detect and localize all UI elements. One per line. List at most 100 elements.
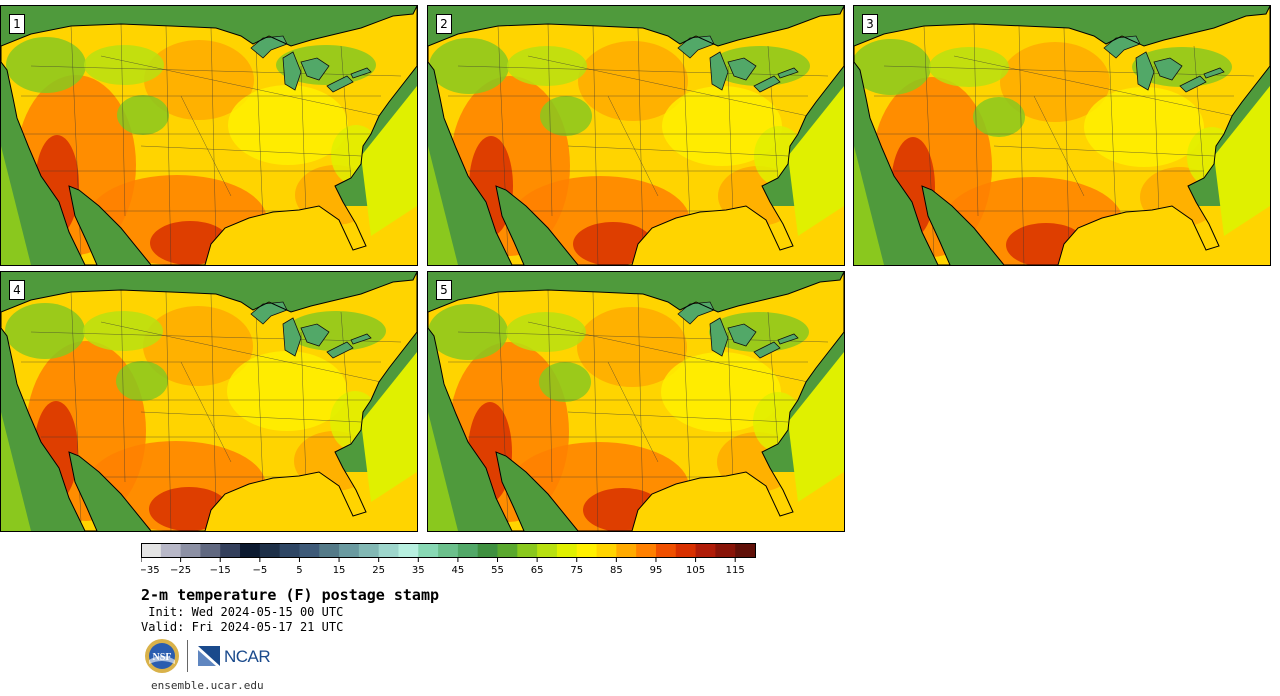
state-boundary bbox=[120, 289, 126, 483]
temperature-zone bbox=[116, 361, 168, 401]
colorbar-border bbox=[141, 543, 756, 558]
state-boundary bbox=[527, 321, 809, 383]
temperature-zone bbox=[428, 304, 508, 360]
coastline bbox=[1, 6, 417, 265]
temperature-zone bbox=[117, 95, 169, 135]
colorbar-swatch bbox=[160, 543, 182, 557]
state-boundary bbox=[210, 27, 217, 247]
temperature-zone bbox=[227, 351, 347, 431]
state-boundary bbox=[210, 293, 217, 513]
state-boundary bbox=[767, 45, 779, 182]
colorbar-tick-label: 15 bbox=[333, 565, 346, 576]
ensemble-member-panel-4[interactable]: 4 bbox=[0, 271, 418, 532]
colorbar-tick-label: 25 bbox=[372, 565, 385, 576]
temperature-zone bbox=[35, 135, 79, 235]
state-boundary bbox=[682, 311, 691, 488]
colorbar-swatch bbox=[616, 543, 637, 557]
ensemble-member-panel-2[interactable]: 2 bbox=[427, 5, 845, 266]
nsf-logo: NSF bbox=[145, 639, 179, 673]
temperature-map-5 bbox=[428, 272, 844, 531]
ncar-logo-text: NCAR bbox=[224, 647, 271, 666]
colorbar-swatch bbox=[358, 543, 380, 557]
plot-title: 2-m temperature (F) postage stamp bbox=[141, 586, 440, 604]
colorbar-swatch bbox=[596, 543, 617, 557]
colorbar-tick-label: 105 bbox=[686, 565, 705, 576]
colorbar-swatch bbox=[556, 543, 578, 557]
state-boundary bbox=[637, 27, 644, 247]
valid-time: Valid: Fri 2024-05-17 21 UTC bbox=[141, 620, 344, 634]
colorbar-swatch bbox=[180, 543, 201, 557]
state-boundary bbox=[30, 65, 402, 77]
member-label-1: 1 bbox=[9, 14, 25, 34]
state-boundary bbox=[300, 331, 307, 483]
state-boundary bbox=[993, 145, 1215, 157]
init-time: Init: Wed 2024-05-15 00 UTC bbox=[141, 605, 344, 619]
state-boundary bbox=[727, 331, 734, 483]
colorbar-swatch bbox=[240, 543, 261, 557]
colorbar-swatch bbox=[398, 543, 419, 557]
temperature-zone bbox=[469, 136, 513, 236]
ensemble-member-panel-5[interactable]: 5 bbox=[427, 271, 845, 532]
logo-separator bbox=[187, 640, 188, 672]
colorbar-swatch bbox=[655, 543, 677, 557]
temperature-zone bbox=[144, 40, 254, 120]
colorbar-tick-label: 85 bbox=[610, 565, 623, 576]
temperature-zone bbox=[929, 47, 1009, 87]
state-boundary bbox=[100, 55, 382, 117]
temperature-zone bbox=[83, 311, 163, 351]
temperature-zone bbox=[573, 222, 653, 265]
colorbar-swatch bbox=[695, 543, 716, 557]
state-boundary bbox=[592, 25, 599, 265]
state-boundary bbox=[457, 331, 829, 343]
member-label-4: 4 bbox=[9, 280, 25, 300]
state-boundary bbox=[727, 65, 734, 217]
colorbar-swatch bbox=[319, 543, 340, 557]
state-boundary bbox=[30, 331, 402, 343]
colorbar-swatch bbox=[299, 543, 320, 557]
member-label-3: 3 bbox=[862, 14, 878, 34]
colorbar-swatch bbox=[675, 543, 697, 557]
temperature-zone bbox=[5, 303, 85, 359]
colorbar-tick-label: 55 bbox=[491, 565, 504, 576]
colorbar-tick-label: 5 bbox=[296, 565, 302, 576]
state-boundary bbox=[1153, 65, 1160, 217]
atlantic-ocean bbox=[1214, 86, 1270, 236]
colorbar-swatch bbox=[220, 543, 241, 557]
state-boundary bbox=[527, 55, 809, 117]
colorbar-tick-label: −15 bbox=[210, 565, 231, 576]
state-boundary bbox=[883, 65, 1255, 77]
colorbar-tick-label: −5 bbox=[252, 565, 267, 576]
state-boundary bbox=[1063, 27, 1070, 247]
colorbar-swatch bbox=[576, 543, 598, 557]
state-boundary bbox=[300, 65, 307, 217]
ensemble-member-panel-3[interactable]: 3 bbox=[853, 5, 1271, 266]
state-boundary bbox=[567, 411, 789, 423]
state-boundary bbox=[1108, 45, 1117, 222]
colorbar-swatch bbox=[497, 543, 518, 557]
state-boundary bbox=[682, 45, 691, 222]
temperature-zone bbox=[507, 46, 587, 86]
colorbar-swatch bbox=[715, 543, 736, 557]
temperature-zone bbox=[891, 137, 935, 237]
colorbar-tick-label: 75 bbox=[570, 565, 583, 576]
colorbar-tick-label: 95 bbox=[650, 565, 663, 576]
temperature-zone bbox=[84, 45, 164, 85]
state-boundary bbox=[1193, 45, 1205, 182]
state-boundary bbox=[547, 23, 553, 217]
temperature-zone bbox=[6, 37, 86, 93]
state-boundary bbox=[973, 23, 979, 217]
colorbar-swatch bbox=[537, 543, 558, 557]
source-url[interactable]: ensemble.ucar.edu bbox=[151, 679, 264, 692]
ensemble-member-panel-1[interactable]: 1 bbox=[0, 5, 418, 266]
colorbar-swatch bbox=[636, 543, 657, 557]
temperature-zone bbox=[539, 362, 591, 402]
temperature-zone bbox=[661, 352, 781, 432]
temperature-zone bbox=[1084, 87, 1204, 167]
state-boundary bbox=[100, 321, 382, 383]
temperature-map-2 bbox=[428, 6, 844, 265]
temperature-zone bbox=[506, 312, 586, 352]
colorbar-tick-label: 45 bbox=[452, 565, 465, 576]
colorbar-swatch bbox=[279, 543, 300, 557]
coastline bbox=[428, 272, 844, 531]
sponsor-logos: NSF NCAR bbox=[144, 638, 284, 674]
